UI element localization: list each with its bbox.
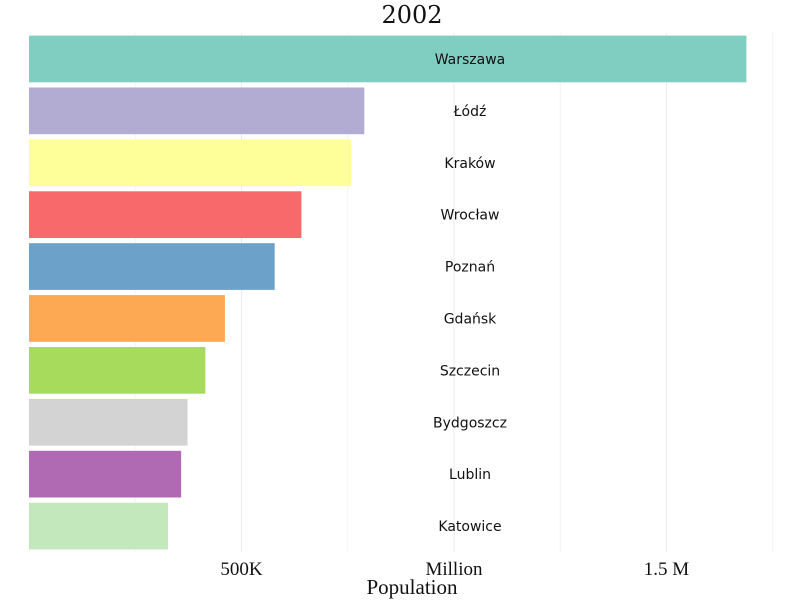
x-tick-labels: 500K Million 1.5 M: [220, 559, 689, 580]
bar-6: [29, 346, 206, 394]
bar-label-6: Szczecin: [440, 363, 500, 379]
bar-label-4: Poznań: [445, 260, 495, 276]
x-axis-label: Population: [366, 575, 458, 599]
bar-0: [29, 35, 747, 83]
bar-labels: Warszawa Łódź Kraków Wrocław Poznań Gdańsk Szc…: [433, 52, 507, 535]
bar-4: [29, 243, 275, 290]
bar-label-3: Wrocław: [441, 208, 500, 224]
chart-title: 2002: [381, 1, 442, 29]
bar-1: [29, 87, 365, 135]
bar-2: [29, 139, 352, 187]
x-tick-label-1: Million: [425, 559, 483, 580]
bar-label-9: Katowice: [438, 519, 501, 535]
bar-label-8: Lublin: [449, 467, 491, 483]
bar-label-1: Łódź: [453, 104, 487, 120]
bar-label-5: Gdańsk: [444, 311, 497, 327]
x-tick-label-0: 500K: [220, 559, 263, 580]
bar-3: [29, 191, 302, 239]
bar-7: [29, 398, 188, 446]
bar-label-2: Kraków: [444, 156, 495, 172]
x-tick-label-2: 1.5 M: [644, 559, 690, 580]
bar-5: [29, 295, 225, 342]
bar-label-7: Bydgoszcz: [433, 415, 507, 431]
bar-8: [29, 450, 182, 498]
bars: [29, 35, 747, 550]
bar-9: [29, 502, 168, 550]
bar-label-0: Warszawa: [435, 52, 506, 68]
